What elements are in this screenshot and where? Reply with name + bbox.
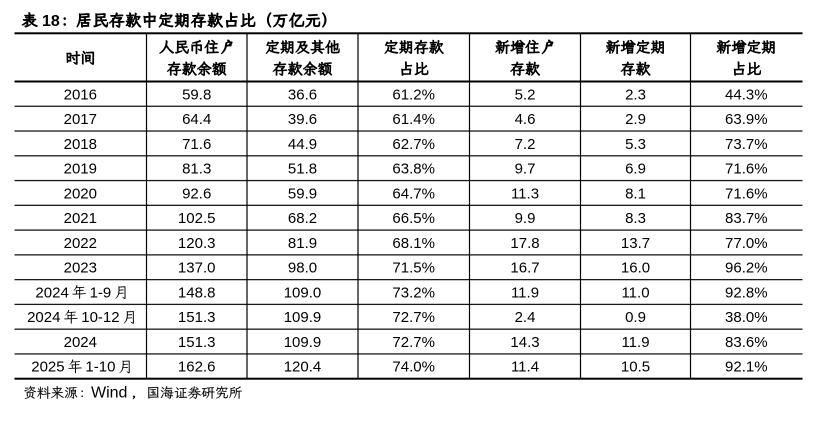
svg-text:61.2%: 61.2% <box>392 86 435 103</box>
svg-text:109.0: 109.0 <box>284 284 322 301</box>
svg-text:2.4: 2.4 <box>515 309 536 326</box>
svg-text:71.6%: 71.6% <box>725 161 768 178</box>
svg-text:14.3: 14.3 <box>510 334 539 351</box>
svg-text:109.9: 109.9 <box>284 309 322 326</box>
svg-text:44.9: 44.9 <box>288 136 317 153</box>
svg-text:62.7%: 62.7% <box>392 136 435 153</box>
svg-text:10.5: 10.5 <box>621 359 650 376</box>
svg-text:11.0: 11.0 <box>621 284 649 301</box>
svg-text:120.4: 120.4 <box>284 359 322 376</box>
svg-text:16.0: 16.0 <box>621 260 650 277</box>
svg-text:2020: 2020 <box>64 185 97 202</box>
svg-text:2019: 2019 <box>64 161 97 178</box>
svg-text:17.8: 17.8 <box>510 235 539 252</box>
svg-text:2.9: 2.9 <box>625 111 646 128</box>
svg-text:Wind: Wind <box>91 384 127 401</box>
svg-text:51.8: 51.8 <box>288 161 317 178</box>
svg-text:73.7%: 73.7% <box>725 136 768 153</box>
svg-text:18: 18 <box>42 13 60 30</box>
svg-text:120.3: 120.3 <box>178 235 216 252</box>
svg-text:2017: 2017 <box>64 111 97 128</box>
svg-text:13.7: 13.7 <box>621 235 650 252</box>
svg-text:1-9: 1-9 <box>90 284 112 301</box>
svg-text:68.2: 68.2 <box>288 210 317 227</box>
svg-text:81.3: 81.3 <box>182 161 211 178</box>
svg-text:8.3: 8.3 <box>625 210 646 227</box>
svg-text:83.6%: 83.6% <box>725 334 768 351</box>
svg-text:2022: 2022 <box>64 235 97 252</box>
svg-text:63.8%: 63.8% <box>392 161 435 178</box>
svg-text:38.0%: 38.0% <box>725 309 768 326</box>
svg-text:2016: 2016 <box>64 86 97 103</box>
svg-text:151.3: 151.3 <box>178 334 216 351</box>
svg-text:72.7%: 72.7% <box>392 334 435 351</box>
svg-text:92.8%: 92.8% <box>725 284 768 301</box>
svg-text:39.6: 39.6 <box>288 111 317 128</box>
svg-text:148.8: 148.8 <box>178 284 216 301</box>
svg-text:2.3: 2.3 <box>625 86 646 103</box>
svg-text:102.5: 102.5 <box>178 210 216 227</box>
svg-text:2025: 2025 <box>31 359 64 376</box>
svg-text:10-12: 10-12 <box>81 309 119 326</box>
svg-text:1-10: 1-10 <box>85 359 115 376</box>
svg-text:64.4: 64.4 <box>182 111 211 128</box>
svg-text:77.0%: 77.0% <box>725 235 768 252</box>
svg-text:63.9%: 63.9% <box>725 111 768 128</box>
svg-text:98.0: 98.0 <box>288 260 317 277</box>
svg-text:5.2: 5.2 <box>515 86 536 103</box>
svg-text:71.5%: 71.5% <box>392 260 435 277</box>
svg-text:2021: 2021 <box>64 210 97 227</box>
svg-text:11.9: 11.9 <box>621 334 649 351</box>
svg-text:11.4: 11.4 <box>511 359 539 376</box>
svg-text:81.9: 81.9 <box>288 235 317 252</box>
svg-text:137.0: 137.0 <box>178 260 216 277</box>
svg-text:71.6%: 71.6% <box>725 185 768 202</box>
svg-text:59.9: 59.9 <box>288 185 317 202</box>
svg-text:2018: 2018 <box>64 136 97 153</box>
svg-text:36.6: 36.6 <box>288 86 317 103</box>
svg-text:2023: 2023 <box>64 260 97 277</box>
svg-text:92.1%: 92.1% <box>725 359 768 376</box>
svg-text:66.5%: 66.5% <box>392 210 435 227</box>
svg-text:83.7%: 83.7% <box>725 210 768 227</box>
svg-text:68.1%: 68.1% <box>392 235 435 252</box>
svg-text:6.9: 6.9 <box>625 161 646 178</box>
svg-text:151.3: 151.3 <box>178 309 216 326</box>
svg-text:72.7%: 72.7% <box>392 309 435 326</box>
svg-text:8.1: 8.1 <box>625 185 646 202</box>
svg-text:64.7%: 64.7% <box>392 185 435 202</box>
svg-text:4.6: 4.6 <box>515 111 536 128</box>
svg-text:0.9: 0.9 <box>625 309 646 326</box>
svg-text:61.4%: 61.4% <box>392 111 435 128</box>
svg-text:2024: 2024 <box>64 334 97 351</box>
svg-text:73.2%: 73.2% <box>392 284 435 301</box>
svg-text:2024: 2024 <box>27 309 60 326</box>
svg-text:11.3: 11.3 <box>511 185 539 202</box>
svg-text:16.7: 16.7 <box>510 260 539 277</box>
svg-text:71.6: 71.6 <box>182 136 211 153</box>
svg-text:9.7: 9.7 <box>515 161 536 178</box>
svg-text:11.9: 11.9 <box>511 284 539 301</box>
svg-text:9.9: 9.9 <box>515 210 536 227</box>
svg-text:96.2%: 96.2% <box>725 260 768 277</box>
svg-text:44.3%: 44.3% <box>725 86 768 103</box>
svg-text:59.8: 59.8 <box>182 86 211 103</box>
svg-text:92.6: 92.6 <box>182 185 211 202</box>
svg-text:162.6: 162.6 <box>178 359 216 376</box>
svg-text:74.0%: 74.0% <box>392 359 435 376</box>
svg-text:109.9: 109.9 <box>284 334 322 351</box>
svg-text:2024: 2024 <box>35 284 68 301</box>
svg-text:7.2: 7.2 <box>515 136 536 153</box>
svg-text:5.3: 5.3 <box>625 136 646 153</box>
